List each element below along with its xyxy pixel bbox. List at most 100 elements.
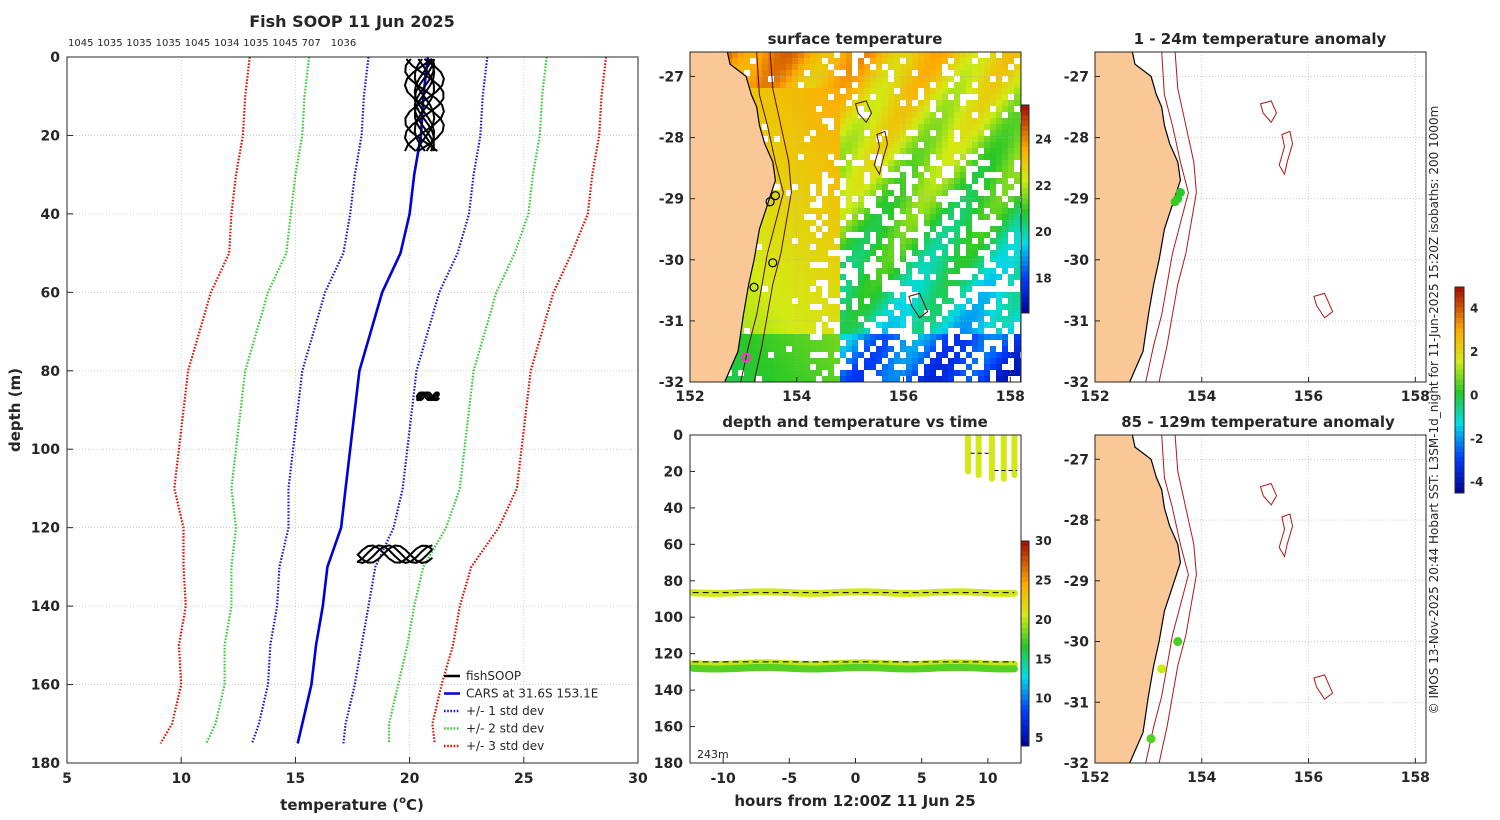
sst-cell bbox=[948, 316, 954, 322]
sst-cell bbox=[816, 238, 822, 244]
sst-cell bbox=[792, 244, 798, 250]
sst-cell bbox=[924, 238, 930, 244]
sst-cell bbox=[936, 70, 942, 76]
sst-cell bbox=[960, 88, 966, 94]
sst-cell bbox=[966, 298, 972, 304]
sst-cell bbox=[1008, 58, 1014, 64]
sst-cell bbox=[750, 352, 756, 358]
sst-cell bbox=[870, 214, 876, 220]
sst-cell bbox=[816, 112, 822, 118]
sst-cell bbox=[990, 226, 996, 232]
sst-cell bbox=[846, 316, 852, 322]
sst-cell bbox=[996, 304, 1002, 310]
sst-cell bbox=[990, 58, 996, 64]
sst-cell bbox=[810, 370, 816, 376]
sst-cell bbox=[996, 106, 1002, 112]
sst-cell bbox=[780, 268, 786, 274]
sst-cell bbox=[930, 178, 936, 184]
sst-cell bbox=[768, 94, 774, 100]
sst-cell bbox=[792, 124, 798, 130]
sst-cell bbox=[852, 316, 858, 322]
sst-cell bbox=[786, 298, 792, 304]
sst-cell bbox=[924, 52, 930, 58]
sst-cell bbox=[810, 82, 816, 88]
sst-cell bbox=[858, 58, 864, 64]
sst-cell bbox=[978, 208, 984, 214]
sst-cell bbox=[918, 304, 924, 310]
sst-cell bbox=[774, 148, 780, 154]
sst-cell bbox=[1014, 370, 1020, 376]
sst-cell bbox=[876, 76, 882, 82]
sst-cell bbox=[882, 88, 888, 94]
sst-cell bbox=[840, 112, 846, 118]
colorbar-segment bbox=[1021, 633, 1029, 639]
sst-cell bbox=[792, 328, 798, 334]
sst-cell bbox=[804, 160, 810, 166]
sst-cell bbox=[798, 100, 804, 106]
sst-cell bbox=[870, 286, 876, 292]
sst-cell bbox=[918, 292, 924, 298]
sst-cell bbox=[852, 286, 858, 292]
sst-cell bbox=[822, 76, 828, 82]
sst-cell bbox=[792, 220, 798, 226]
sst-cell bbox=[966, 364, 972, 370]
sst-cell bbox=[798, 64, 804, 70]
sst-cell bbox=[780, 196, 786, 202]
sst-cell bbox=[990, 178, 996, 184]
sst-cell bbox=[960, 262, 966, 268]
sst-cell bbox=[798, 220, 804, 226]
sst-cell bbox=[984, 94, 990, 100]
sst-cell bbox=[954, 352, 960, 358]
sst-cell bbox=[858, 190, 864, 196]
sst-cell bbox=[924, 262, 930, 268]
sst-cell bbox=[780, 82, 786, 88]
sst-cell bbox=[774, 160, 780, 166]
sst-cast-marker bbox=[765, 197, 775, 207]
sst-cell bbox=[1008, 136, 1014, 142]
sst-cell bbox=[972, 262, 978, 268]
sst-cell bbox=[1002, 88, 1008, 94]
sst-cell bbox=[954, 118, 960, 124]
sst-cell bbox=[900, 316, 906, 322]
sst-cell bbox=[990, 190, 996, 196]
sst-cell bbox=[942, 58, 948, 64]
sst-cell bbox=[828, 142, 834, 148]
cast-id-label: 1045 bbox=[68, 38, 93, 49]
sst-cell bbox=[768, 298, 774, 304]
sst-cell bbox=[816, 52, 822, 58]
sst-cell bbox=[852, 76, 858, 82]
sst-cell bbox=[852, 346, 858, 352]
sst-cell bbox=[978, 136, 984, 142]
sst-cell bbox=[894, 100, 900, 106]
sst-cell bbox=[798, 298, 804, 304]
sst-cell bbox=[762, 256, 768, 262]
sst-cell bbox=[756, 64, 762, 70]
sst-cell bbox=[984, 166, 990, 172]
sst-cell bbox=[990, 358, 996, 364]
sst-cell bbox=[1014, 226, 1020, 232]
sst-cell bbox=[906, 358, 912, 364]
sst-cell bbox=[882, 106, 888, 112]
sst-cell bbox=[858, 352, 864, 358]
colorbar-segment bbox=[1455, 472, 1464, 479]
sst-cell bbox=[804, 232, 810, 238]
sst-cell bbox=[852, 88, 858, 94]
sst-cell bbox=[942, 316, 948, 322]
sst-cell bbox=[786, 82, 792, 88]
sst-cell bbox=[786, 214, 792, 220]
isobath-200m bbox=[1145, 435, 1189, 763]
sst-cell bbox=[792, 376, 798, 382]
sst-cell bbox=[834, 202, 840, 208]
sst-cell bbox=[786, 184, 792, 190]
sst-cell bbox=[960, 112, 966, 118]
colorbar-segment bbox=[1455, 431, 1464, 437]
sst-cell bbox=[786, 310, 792, 316]
sst-cell bbox=[870, 334, 876, 340]
sst-cell bbox=[882, 208, 888, 214]
sst-cell bbox=[804, 52, 810, 58]
sst-cell bbox=[984, 64, 990, 70]
sst-cell bbox=[744, 64, 750, 70]
sst-cell bbox=[930, 310, 936, 316]
sst-cell bbox=[768, 346, 774, 352]
